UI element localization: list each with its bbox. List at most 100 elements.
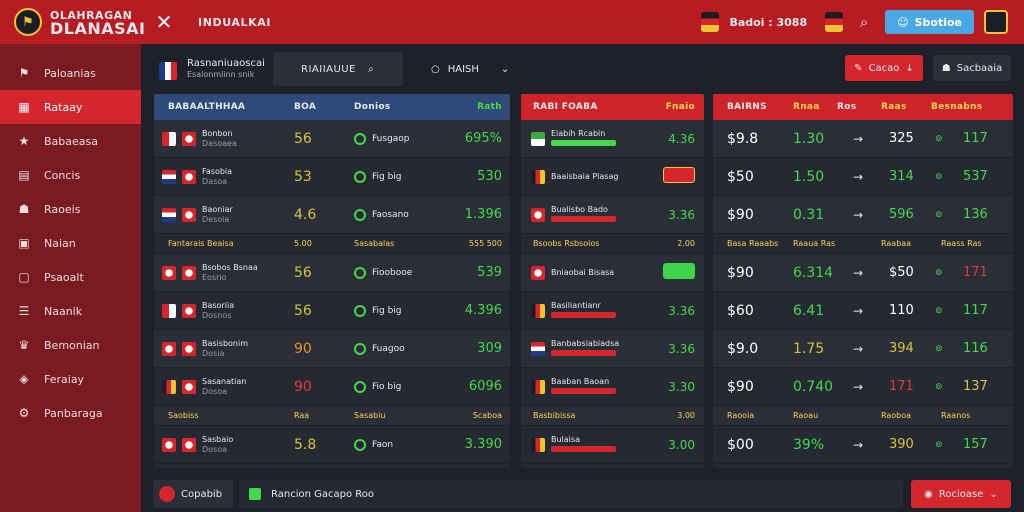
match-score: 5.8 — [294, 436, 317, 453]
sidebar-item-naanik[interactable]: ☰ Naanik — [0, 294, 141, 328]
blue-action-label: Sbotioe — [914, 15, 962, 29]
circle-icon: ○ — [431, 63, 440, 75]
table-row[interactable]: Bsobos Bsnaa Eosrio 56 Fioobooe 539 — [154, 254, 510, 292]
table-row[interactable]: Sasanatian Dosoa 90 Fio big 6096 — [154, 368, 510, 406]
footer-left-button[interactable]: Copabib — [153, 480, 233, 508]
table-row[interactable]: $9.8 1.30 → 325 ⊚ 117 — [713, 120, 1013, 158]
sidebar-item-concis[interactable]: ▤ Concis — [0, 158, 141, 192]
section-odds: 2.00 — [677, 239, 695, 248]
close-icon[interactable]: ✕ — [155, 10, 173, 34]
sidebar-item-babaeasa[interactable]: ★ Babaeasa — [0, 124, 141, 158]
list-item[interactable]: Bulaisa 3.00 — [521, 426, 704, 464]
team-subtitle: Dosia — [202, 348, 225, 358]
search-icon[interactable]: ⌕ — [859, 13, 869, 31]
arrow-right-icon[interactable]: → — [853, 341, 864, 356]
sidebar-item-bemonian[interactable]: ♛ Bemonian — [0, 328, 141, 362]
odds-pill[interactable] — [663, 167, 695, 183]
search-input[interactable]: RIAIIAUUE ⌕ — [273, 52, 403, 86]
section-row[interactable]: Fantarais Beaisa 5.00 Sasabalas 555 500 — [154, 234, 510, 254]
table-row[interactable]: $00 39% → 390 ⊚ 157 — [713, 426, 1013, 464]
arrow-right-icon[interactable]: → — [853, 131, 864, 146]
sidebar-item-paloanias[interactable]: ⚑ Paloanias — [0, 56, 141, 90]
table-row[interactable]: $90 0.740 → 171 ⊚ 137 — [713, 368, 1013, 406]
arrow-right-icon[interactable]: → — [853, 437, 864, 452]
match-odds: 4.396 — [464, 303, 502, 318]
sidebar-item-rataay[interactable]: ▦ Rataay — [0, 90, 141, 124]
column-header: Raas — [881, 102, 907, 112]
team-name: Bualisbo Bado — [551, 204, 608, 214]
status-dot-icon — [354, 304, 366, 317]
list-item[interactable]: Baaisbaia Plasag — [521, 158, 704, 196]
list-item[interactable]: Baaban Baoan 3.30 — [521, 368, 704, 406]
table-row[interactable]: $90 0.31 → 596 ⊚ 136 — [713, 196, 1013, 234]
avatar[interactable] — [984, 10, 1008, 34]
sidebar-item-feraiay[interactable]: ◈ Feraiay — [0, 362, 141, 396]
arrow-right-icon[interactable]: → — [853, 379, 864, 394]
section-row[interactable]: Raooia Raoau Raoboa Raanos — [713, 406, 1013, 426]
filter-select[interactable]: ○ HAISH ⌄ — [423, 52, 513, 86]
section-row[interactable]: Basa Raaabs Raaua Ras Raabaa Raass Ras — [713, 234, 1013, 254]
arrow-right-icon[interactable]: → — [853, 303, 864, 318]
table-row[interactable]: Basoriia Dosnos 56 Fig big 4.396 — [154, 292, 510, 330]
arrow-right-icon[interactable]: → — [853, 207, 864, 222]
match-status: Faosano — [372, 209, 409, 220]
blue-action-button[interactable]: ☺ Sbotioe — [885, 10, 974, 34]
column-header: BOA — [294, 102, 317, 112]
team-name: Baoniar — [202, 204, 233, 214]
list-item[interactable]: Bniaobai Bisasa — [521, 254, 704, 292]
league-info[interactable]: Rasnaniuaoscai Esalonmlinn snik — [187, 58, 265, 80]
sidebar-item-panbaraga[interactable]: ⚙ Panbaraga — [0, 396, 141, 430]
team-cell: Eiabih Rcabin — [521, 129, 651, 149]
stake-value: $90 — [727, 206, 754, 223]
footer-message[interactable]: Rancion Gacapo Roo — [239, 480, 903, 508]
match-odds: 3.36 — [668, 303, 695, 318]
table-row[interactable]: Fasobia Dasoa 53 Fig big 530 — [154, 158, 510, 196]
footer-left-label: Copabib — [181, 488, 223, 500]
section-status: Sasabalas — [354, 239, 395, 248]
team-name: Bulaisa — [551, 434, 580, 444]
list-item[interactable]: Basiliantianr 3.36 — [521, 292, 704, 330]
footer-right-button[interactable]: ◉ Rocioase ⌄ — [911, 480, 1011, 508]
arrow-right-icon[interactable]: → — [853, 265, 864, 280]
footer-right-label: Rocioase — [938, 488, 984, 500]
match-odds: 3.36 — [668, 207, 695, 222]
table-row[interactable]: $9.0 1.75 → 394 ⊚ 116 — [713, 330, 1013, 368]
folder-icon: ▣ — [18, 236, 30, 250]
stake-value: $60 — [727, 302, 754, 319]
team-name: Bniaobai Bisasa — [551, 267, 615, 277]
app-logo[interactable]: ⚑ OLAHRAGAN DLANASAI — [0, 8, 150, 37]
red-action-button[interactable]: ✎ Cacao ↓ — [845, 55, 923, 81]
sidebar-item-label: Babaeasa — [44, 134, 98, 148]
section-value: 5.00 — [294, 239, 312, 248]
status-dot-icon — [354, 208, 366, 221]
arrow-right-icon[interactable]: → — [853, 169, 864, 184]
match-score: 56 — [294, 264, 312, 281]
table-row[interactable]: Bonbon Dasoaea 56 Fusgaop 695% — [154, 120, 510, 158]
sidebar-item-psaoalt[interactable]: ▢ Psaoalt — [0, 260, 141, 294]
team-name: Bonbon — [202, 128, 233, 138]
match-status: Fuagoo — [372, 343, 405, 354]
table-row[interactable]: Basisbonim Dosia 90 Fuagoo 309 — [154, 330, 510, 368]
trend-icon: ⊚ — [935, 171, 943, 182]
page-title: INDUALKAI — [198, 15, 272, 29]
sidebar-item-naian[interactable]: ▣ Naian — [0, 226, 141, 260]
list-item[interactable]: Banbabsiabiadsa 3.36 — [521, 330, 704, 368]
last-value: 136 — [963, 207, 988, 222]
sidebar-item-raoeis[interactable]: ☗ Raoeis — [0, 192, 141, 226]
club-badge-icon[interactable] — [825, 12, 844, 32]
table-row[interactable]: $60 6.41 → 110 ⊚ 117 — [713, 292, 1013, 330]
table-row[interactable]: Baoniar Desoia 4.6 Faosano 1.396 — [154, 196, 510, 234]
section-row[interactable]: Bsoobs Rsbsoios 2.00 — [521, 234, 704, 254]
status-cell: Fig big — [354, 304, 450, 317]
list-item[interactable]: Eiabih Rcabin 4.36 — [521, 120, 704, 158]
section-row[interactable]: Basbibissa 3.00 — [521, 406, 704, 426]
table-row[interactable]: $50 1.50 → 314 ⊚ 537 — [713, 158, 1013, 196]
odds-pill[interactable] — [663, 263, 695, 279]
list-item[interactable]: Bualisbo Bado 3.36 — [521, 196, 704, 234]
odds-panel-header: BAIRNS Rnaa Ros Raas Besnabns — [713, 94, 1013, 120]
dark-action-button[interactable]: ☗ Sacbaaia — [933, 55, 1011, 81]
section-row[interactable]: Saobiss Raa Sasabiu Scaboa — [154, 406, 510, 426]
table-row[interactable]: $90 6.314 → $50 ⊚ 171 — [713, 254, 1013, 292]
table-row[interactable]: Sasbaio Dosoa 5.8 Faon 3.390 — [154, 426, 510, 464]
status-icon — [249, 488, 261, 500]
